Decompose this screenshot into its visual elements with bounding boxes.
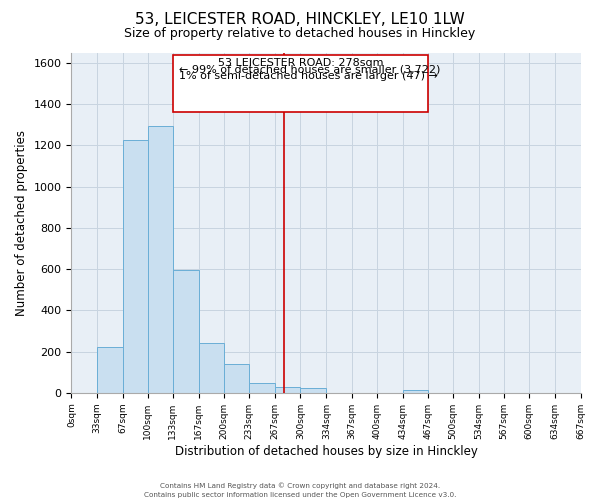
- Text: 53 LEICESTER ROAD: 278sqm: 53 LEICESTER ROAD: 278sqm: [218, 58, 383, 68]
- Text: Contains HM Land Registry data © Crown copyright and database right 2024.: Contains HM Land Registry data © Crown c…: [160, 482, 440, 489]
- Bar: [173, 270, 199, 393]
- Bar: [148, 126, 173, 393]
- Bar: [403, 390, 428, 393]
- Bar: [122, 140, 148, 393]
- Bar: [97, 348, 122, 393]
- Bar: [199, 344, 224, 393]
- Bar: [275, 386, 301, 393]
- Bar: [301, 388, 326, 393]
- FancyBboxPatch shape: [173, 54, 428, 112]
- Text: 1% of semi-detached houses are larger (47) →: 1% of semi-detached houses are larger (4…: [179, 71, 438, 81]
- Text: Size of property relative to detached houses in Hinckley: Size of property relative to detached ho…: [124, 28, 476, 40]
- X-axis label: Distribution of detached houses by size in Hinckley: Distribution of detached houses by size …: [175, 444, 478, 458]
- Bar: [224, 364, 249, 393]
- Text: 53, LEICESTER ROAD, HINCKLEY, LE10 1LW: 53, LEICESTER ROAD, HINCKLEY, LE10 1LW: [135, 12, 465, 28]
- Bar: [249, 382, 275, 393]
- Text: ← 99% of detached houses are smaller (3,722): ← 99% of detached houses are smaller (3,…: [179, 65, 440, 75]
- Y-axis label: Number of detached properties: Number of detached properties: [15, 130, 28, 316]
- Text: Contains public sector information licensed under the Open Government Licence v3: Contains public sector information licen…: [144, 492, 456, 498]
